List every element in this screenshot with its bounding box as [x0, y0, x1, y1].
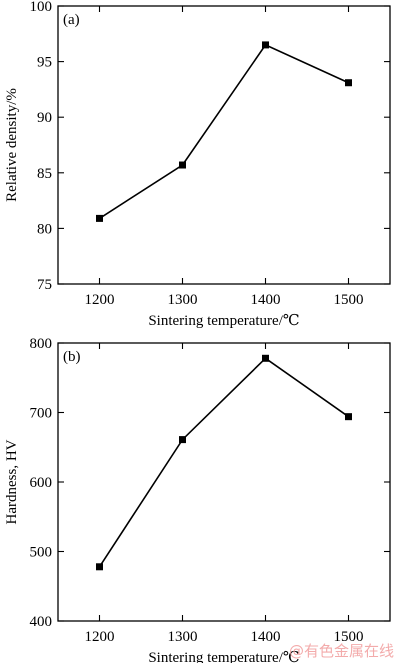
y-tick-label: 90: [37, 110, 52, 126]
y-tick-label: 80: [37, 221, 52, 237]
plot-frame: [57, 342, 391, 622]
x-tick-label: 1300: [168, 292, 198, 308]
x-tick-label: 1300: [168, 629, 198, 645]
y-tick-label: 400: [30, 614, 53, 630]
y-axis-title: Relative density/%: [4, 88, 20, 202]
data-point: [345, 79, 352, 87]
chart-panel-0: 75 80 85 90 95 100 1200 1300 1400 1500 Sintering t…: [4, 0, 391, 329]
data-point: [179, 436, 186, 444]
watermark-text: @有色金属在线: [288, 642, 394, 660]
x-tick-label: 1500: [334, 629, 364, 645]
y-axis-title: Hardness, HV: [4, 439, 20, 524]
y-tick-label: 600: [30, 475, 53, 491]
x-axis-title: Sintering temperature/℃: [148, 650, 299, 663]
x-tick-label: 1400: [251, 629, 281, 645]
y-tick-label: 75: [37, 277, 52, 293]
y-tick-label: 800: [30, 336, 53, 352]
data-point: [179, 161, 186, 169]
series-line: [98, 357, 349, 568]
x-axis-title: Sintering temperature/℃: [148, 313, 299, 329]
panel-label: (b): [63, 349, 81, 365]
data-point: [345, 413, 352, 421]
y-tick-label: 85: [37, 166, 52, 182]
y-tick-label: 100: [30, 0, 53, 15]
x-tick-label: 1500: [334, 292, 364, 308]
x-tick-label: 1200: [85, 629, 115, 645]
data-point: [96, 214, 103, 222]
x-tick-label: 1200: [85, 292, 115, 308]
plot-frame: [57, 5, 391, 285]
data-point: [262, 41, 269, 49]
y-tick-label: 95: [37, 55, 52, 71]
series-line: [99, 43, 349, 220]
data-point: [96, 563, 103, 571]
panel-label: (a): [63, 12, 80, 28]
x-tick-label: 1400: [251, 292, 281, 308]
data-point: [262, 354, 269, 362]
chart-panel-1: 400 500 600 700 800 1200 1300 1400 1500 Sintering…: [4, 336, 391, 663]
y-tick-label: 500: [30, 545, 53, 561]
y-tick-label: 700: [30, 406, 53, 422]
